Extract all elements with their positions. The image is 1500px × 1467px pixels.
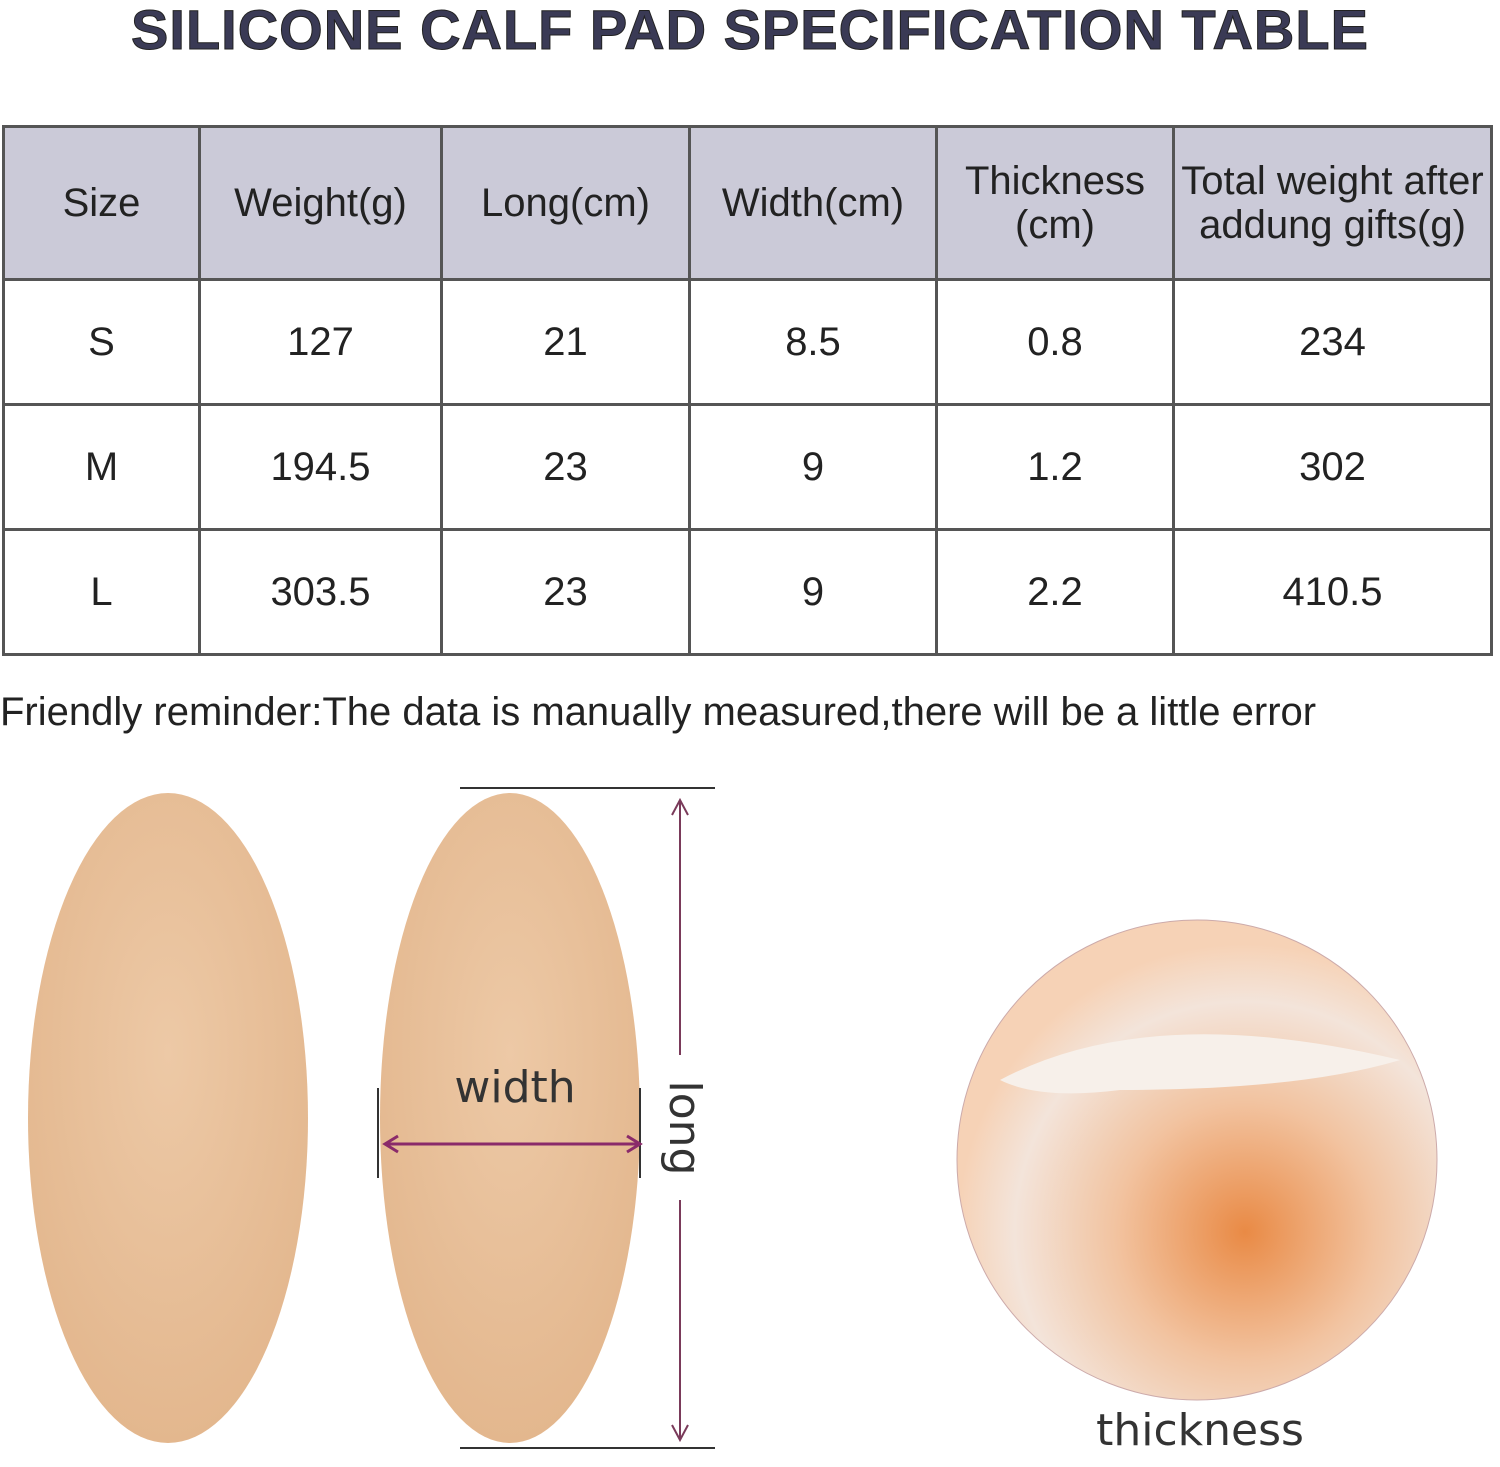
table-cell: 9 [688,528,938,656]
table-row: M 194.5 23 9 1.2 302 [2,403,1493,531]
table-cell: 127 [198,278,443,406]
calf-pad [28,793,308,1443]
table-cell: 0.8 [935,278,1175,406]
width-label: width [454,1062,575,1113]
table-cell: 23 [440,403,691,531]
table-cell: 234 [1172,278,1493,406]
table-cell: 194.5 [198,403,443,531]
table-cell: S [2,278,201,406]
title: SILICONE CALF PAD SPECIFICATION TABLE [131,0,1369,61]
column-header: Thickness (cm) [935,125,1175,281]
arrow-head [382,1134,643,1154]
table-cell: M [2,403,201,531]
column-header: Weight(g) [198,125,443,281]
calf-pad [380,793,640,1443]
pad-layer [1000,1034,1400,1094]
column-header: Total weight after addung gifts(g) [1172,125,1493,281]
table-cell: 23 [440,528,691,656]
thickness-label: thickness [1096,1405,1304,1456]
table-cell: 8.5 [688,278,938,406]
spec-table: Size Weight(g) Long(cm) Width(cm) Thickness … [2,125,1493,656]
reminder: Friendly reminder:The data is manually m… [0,690,1317,734]
table-row: S 127 21 8.5 0.8 234 [2,278,1493,406]
thickness-closeup [956,919,1438,1401]
column-header: Size [2,125,201,281]
table-cell: 1.2 [935,403,1175,531]
table-body: S 127 21 8.5 0.8 234 M 194.5 23 9 1.2 302 L 303.5 23 9 2… [2,278,1493,656]
table-cell: 410.5 [1172,528,1493,656]
table-cell: 9 [688,403,938,531]
long-label: long [659,1081,710,1176]
table-cell: 2.2 [935,528,1175,656]
product-illustration: width long thickness [28,787,1438,1456]
table-cell: 302 [1172,403,1493,531]
table-cell: L [2,528,201,656]
table-cell: 21 [440,278,691,406]
header-row: Size Weight(g) Long(cm) Width(cm) Thickness … [2,125,1493,281]
table-cell: 303.5 [198,528,443,656]
column-header: Width(cm) [688,125,938,281]
table-row: L 303.5 23 9 2.2 410.5 [2,528,1493,656]
arrow-head [671,797,689,1443]
column-header: Long(cm) [440,125,691,281]
